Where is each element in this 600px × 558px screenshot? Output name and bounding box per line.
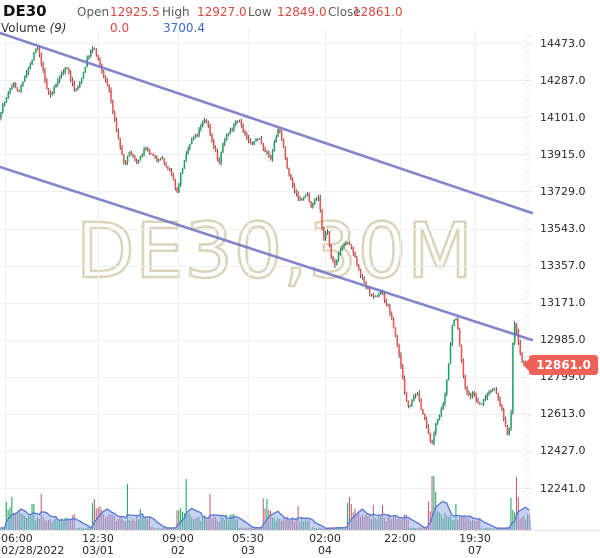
time-tick-date: 02 [170,543,185,557]
time-tick-label: 22:00 [384,533,416,545]
time-tick-label: 19:30 07 [459,533,491,556]
price-tick-label: 13729.0 [540,184,586,198]
time-tick-time: 09:00 [162,532,194,545]
price-tick-label: 12427.0 [540,444,586,458]
price-tick-label: 13915.0 [540,147,586,161]
price-tick-label: 12241.0 [540,481,586,495]
time-tick-label: 06:00 02/28/2022 [1,533,64,556]
price-axis[interactable]: 12861.0 14473.0 14287.0 14101.0 13915.0 1372… [523,0,600,558]
time-tick-label: 05:30 03 [232,533,264,556]
time-tick-time: 05:30 [232,532,264,545]
time-tick-date: 04 [317,543,332,557]
price-tick-label: 12985.0 [540,333,586,347]
time-tick-date: 03 [240,543,255,557]
price-tag-arrow-icon [523,358,529,371]
time-tick-time: 19:30 [459,532,491,545]
time-tick-time: 06:00 [1,532,33,545]
price-tick-label: 14473.0 [540,36,586,50]
price-tick-label: 13357.0 [540,259,586,273]
price-tick-label: 14287.0 [540,73,586,87]
price-tick-label: 13543.0 [540,222,586,236]
price-tick-label: 13171.0 [540,296,586,310]
last-price-tag: 12861.0 [523,354,598,375]
time-tick-time: 02:00 [309,532,341,545]
price-tick-label: 14101.0 [540,110,586,124]
time-tick-label: 12:30 03/01 [82,533,114,556]
time-tick-date: 03/01 [82,543,114,557]
price-tick-label: 12613.0 [540,407,586,421]
time-tick-label: 09:00 02 [162,533,194,556]
time-axis[interactable]: 06:00 02/28/2022 12:30 03/01 09:00 02 05:30 03 0… [0,532,533,558]
time-tick-date: 02/28/2022 [1,543,65,557]
time-tick-label: 02:00 04 [309,533,341,556]
time-tick-date: 07 [467,543,482,557]
last-price-value: 12861.0 [536,357,591,372]
time-tick-time: 22:00 [384,532,416,545]
time-tick-time: 12:30 [82,532,114,545]
